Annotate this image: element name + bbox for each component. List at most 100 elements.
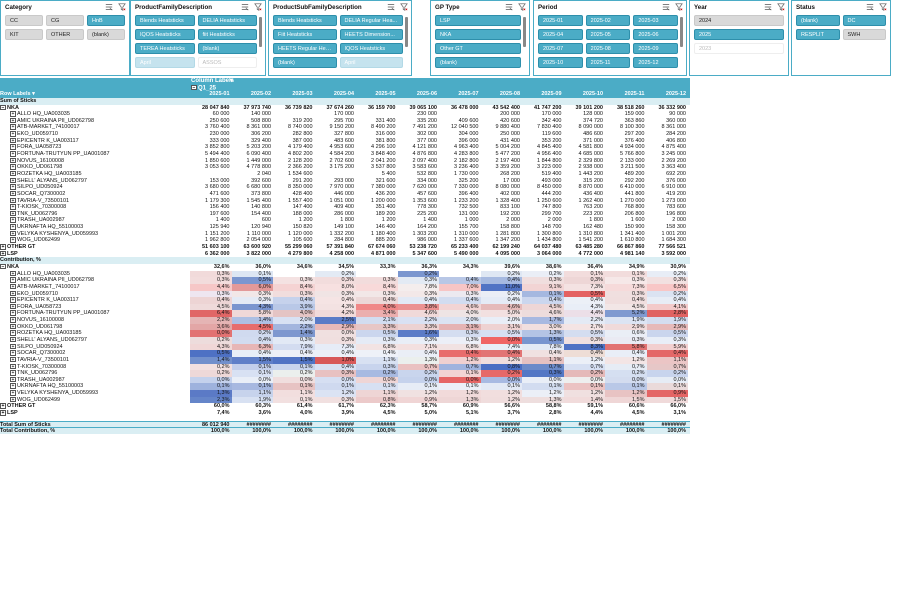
row-label[interactable]: + ROZETKA HQ_UA003185 [0, 170, 190, 178]
expand-icon[interactable]: + [10, 184, 16, 191]
row-label[interactable]: + FORTUNA-TRUTYUN PP_UA001087 [0, 310, 190, 317]
row-label[interactable]: + FORTUNA-TRUTYUN PP_UA001087 [0, 151, 190, 158]
expand-icon[interactable]: + [0, 244, 6, 251]
row-label[interactable]: + SHELL' ALYANS_UD062797 [0, 336, 190, 344]
row-label[interactable]: + ATB-MARKET_74100017 [0, 283, 190, 291]
quarter-header[interactable]: − Q1_25 [191, 84, 216, 92]
slicer-item[interactable]: NKA [435, 29, 521, 40]
slicer-item[interactable]: 2025-04 [538, 29, 583, 40]
expand-icon[interactable]: + [10, 144, 16, 151]
expand-icon[interactable]: + [10, 270, 16, 277]
slicer-item[interactable]: 2025-05 [585, 29, 631, 40]
row-label[interactable]: + WOG_UD062499 [0, 396, 190, 404]
expand-icon[interactable]: + [10, 277, 16, 284]
slicer-item[interactable]: 2025-10 [538, 57, 583, 68]
row-label[interactable]: + EKO_UD059710 [0, 290, 190, 298]
expand-icon[interactable]: + [10, 204, 16, 211]
expand-icon[interactable]: + [10, 224, 16, 231]
multi-select-icon[interactable] [241, 3, 249, 13]
expand-icon[interactable]: + [10, 317, 16, 324]
expand-icon[interactable]: + [0, 403, 6, 410]
filter-dropdown-icon[interactable]: ▾ [30, 91, 35, 98]
row-label[interactable]: + OKKO_UD061798 [0, 323, 190, 331]
row-label[interactable]: + TRASH_UA002987 [0, 376, 190, 384]
expand-icon[interactable]: + [10, 383, 16, 390]
expand-icon[interactable]: + [10, 390, 16, 397]
expand-icon[interactable]: + [10, 303, 16, 310]
slicer-item[interactable]: HEETS Dimension... [339, 29, 403, 40]
slicer-item[interactable]: 2025-07 [538, 43, 583, 54]
slicer-scrollbar[interactable] [405, 17, 408, 47]
collapse-icon[interactable]: − [0, 263, 6, 270]
slicer-item[interactable]: 2025-02 [585, 15, 631, 26]
row-label[interactable]: + UKRNAFTA HQ_55100003 [0, 224, 190, 231]
row-label[interactable]: + SILPO_UD050924 [0, 184, 190, 191]
expand-icon[interactable]: + [0, 250, 6, 257]
slicer-item[interactable]: 2025-08 [585, 43, 631, 54]
row-label[interactable]: + OKKO_UD061798 [0, 164, 190, 171]
slicer-item[interactable]: ASSOS [197, 57, 257, 68]
row-label[interactable]: + T-KIOSK_70300008 [0, 204, 190, 211]
slicer-item[interactable]: DELIA Regular Hea... [339, 15, 403, 26]
slicer-item[interactable]: (blank) [796, 15, 840, 26]
expand-icon[interactable]: + [10, 230, 16, 237]
expand-icon[interactable]: + [10, 336, 16, 343]
expand-icon[interactable]: + [10, 283, 16, 290]
row-label[interactable]: + SOCAR_Q7300002 [0, 350, 190, 357]
multi-select-icon[interactable] [387, 3, 395, 13]
row-label[interactable]: + SHELL' ALYANS_UD062797 [0, 177, 190, 185]
slicer-item[interactable]: April [339, 57, 403, 68]
expand-icon[interactable]: + [10, 297, 16, 304]
expand-icon[interactable]: + [10, 210, 16, 217]
row-label[interactable]: + EPICENTR K_UA003117 [0, 137, 190, 145]
collapse-icon[interactable]: − [191, 84, 197, 91]
slicer-item[interactable]: (blank) [87, 29, 125, 40]
expand-icon[interactable]: + [10, 290, 16, 297]
slicer-scrollbar[interactable] [259, 17, 262, 47]
clear-filter-icon[interactable] [118, 3, 126, 13]
slicer-item[interactable]: 2025-11 [585, 57, 631, 68]
row-label[interactable]: + ALLO HQ_UA003035 [0, 111, 190, 118]
column-labels-header[interactable]: Column Labels [191, 78, 235, 84]
slicer-item[interactable]: 2025 [694, 29, 784, 40]
slicer-item[interactable]: 2023 [694, 43, 784, 54]
slicer-item[interactable]: RESPLIT [796, 29, 840, 40]
multi-select-icon[interactable] [662, 3, 670, 13]
multi-select-icon[interactable] [764, 3, 772, 13]
expand-icon[interactable]: + [10, 117, 16, 124]
expand-icon[interactable]: + [10, 151, 16, 158]
slicer-item[interactable]: (blank) [197, 43, 257, 54]
expand-icon[interactable]: + [10, 157, 16, 164]
row-label[interactable]: + TAVRIA-V_73500101 [0, 356, 190, 364]
expand-icon[interactable]: + [10, 343, 16, 350]
slicer-item[interactable]: IQOS Heatsticks [339, 43, 403, 54]
expand-icon[interactable]: + [10, 396, 16, 403]
slicer-item[interactable]: (blank) [273, 57, 337, 68]
clear-filter-icon[interactable] [675, 3, 683, 13]
slicer-item[interactable]: SWH [842, 29, 886, 40]
slicer-item[interactable]: Fiit Heatsticks [273, 29, 337, 40]
row-label[interactable]: + TNK_UD062796 [0, 210, 190, 218]
row-label[interactable]: + OTHER GT [0, 244, 190, 251]
row-label[interactable]: + FORA_UA058723 [0, 303, 190, 311]
expand-icon[interactable]: + [10, 124, 16, 131]
clear-filter-icon[interactable] [400, 3, 408, 13]
slicer-item[interactable]: CG [46, 15, 84, 26]
collapse-icon[interactable]: − [0, 104, 6, 111]
expand-icon[interactable]: + [10, 217, 16, 224]
filter-dropdown-icon[interactable]: ▾ [230, 78, 234, 84]
slicer-item[interactable]: DC [842, 15, 886, 26]
slicer-item[interactable]: Blends Heatsticks [273, 15, 337, 26]
row-label[interactable]: + SOCAR_Q7300002 [0, 190, 190, 198]
slicer-item[interactable]: fiit Heatsticks [197, 29, 257, 40]
slicer-item[interactable]: KIT [5, 29, 43, 40]
slicer-scrollbar[interactable] [523, 17, 526, 47]
row-label[interactable]: + SILPO_UD050924 [0, 343, 190, 351]
slicer-scrollbar[interactable] [680, 17, 683, 47]
slicer-item[interactable]: DELIA Heatsticks [197, 15, 257, 26]
row-label[interactable]: + TAVRIA-V_73500101 [0, 197, 190, 205]
row-label[interactable]: + FORA_UA058723 [0, 144, 190, 151]
slicer-item[interactable]: 2025-06 [633, 29, 678, 40]
row-label[interactable]: − NKA [0, 104, 190, 112]
slicer-item[interactable]: 2025-03 [633, 15, 678, 26]
